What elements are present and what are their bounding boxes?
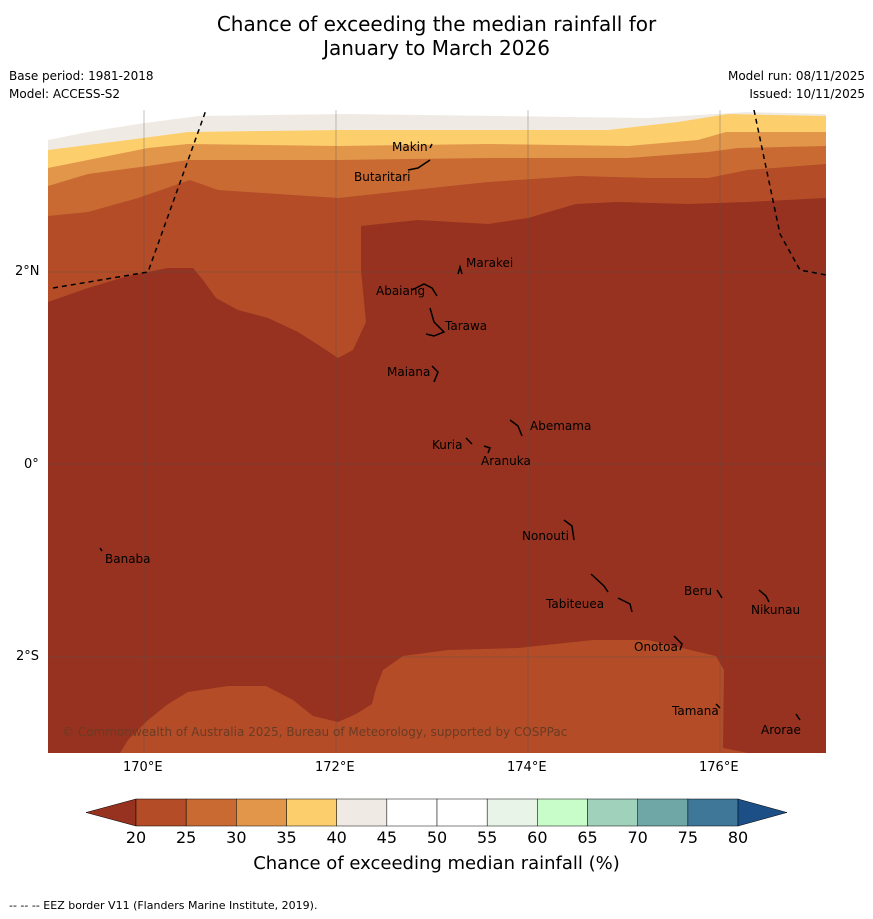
colorbar-tick-35: 35 bbox=[276, 828, 297, 847]
colorbar-arrow-high bbox=[737, 798, 788, 827]
colorbar-cell-b20_25 bbox=[135, 798, 187, 827]
label-onotoa: Onotoa bbox=[634, 640, 678, 654]
map-title: Chance of exceeding the median rainfall … bbox=[0, 12, 873, 60]
model-run: Model run: 08/11/2025 bbox=[727, 69, 865, 83]
colorbar-arrow-low bbox=[86, 798, 137, 827]
label-marakei: Marakei bbox=[466, 256, 513, 270]
colorbar-cell-b40_45 bbox=[336, 798, 388, 827]
colorbar-cell-b65_70 bbox=[587, 798, 638, 827]
label-tabiteuea: Tabiteuea bbox=[545, 597, 604, 611]
colorbar-cell-b50_55 bbox=[436, 798, 488, 827]
eez-footnote: -- -- -- EEZ border V11 (Flanders Marine… bbox=[9, 899, 318, 912]
colorbar-tick-65: 65 bbox=[577, 828, 598, 847]
colorbar-title: Chance of exceeding median rainfall (%) bbox=[253, 853, 620, 874]
label-banaba: Banaba bbox=[105, 552, 151, 566]
label-arorae: Arorae bbox=[761, 723, 801, 737]
label-beru: Beru bbox=[684, 584, 712, 598]
label-butaritari: Butaritari bbox=[354, 170, 411, 184]
lat-label-2s: 2°S bbox=[16, 649, 40, 664]
copyright-notice: © Commonwealth of Australia 2025, Bureau… bbox=[62, 725, 567, 739]
eez-border bbox=[52, 110, 826, 289]
map-title-line1: Chance of exceeding the median rainfall … bbox=[216, 12, 657, 36]
meta-right: Model run: 08/11/2025 Issued: 10/11/2025 bbox=[728, 67, 865, 103]
colorbar-tick-40: 40 bbox=[326, 828, 347, 847]
colorbar-cell-b60_65 bbox=[537, 798, 588, 827]
label-tarawa: Tarawa bbox=[444, 319, 487, 333]
meta-left: Base period: 1981-2018 Model: ACCESS-S2 bbox=[9, 67, 154, 103]
map-title-line2: January to March 2026 bbox=[323, 36, 550, 60]
colorbar-tick-75: 75 bbox=[677, 828, 699, 847]
colorbar-tick-80: 80 bbox=[727, 828, 749, 847]
colorbar-tick-45: 45 bbox=[376, 828, 398, 847]
lat-label-0: 0° bbox=[24, 457, 39, 472]
lon-label-176e: 176°E bbox=[699, 760, 739, 775]
colorbar-cell-b25_30 bbox=[185, 798, 237, 827]
colorbar bbox=[86, 798, 788, 827]
label-tamana: Tamana bbox=[671, 704, 719, 718]
label-aranuka: Aranuka bbox=[481, 454, 531, 468]
label-abaiang: Abaiang bbox=[376, 284, 425, 298]
band-below-20 bbox=[48, 198, 826, 753]
colorbar-tick-50: 50 bbox=[426, 828, 448, 847]
colorbar-tick-70: 70 bbox=[627, 828, 648, 847]
base-period: Base period: 1981-2018 bbox=[9, 69, 154, 83]
label-makin: Makin bbox=[392, 140, 428, 154]
colorbar-cell-b45_50 bbox=[386, 798, 438, 827]
lon-label-174e: 174°E bbox=[507, 760, 547, 775]
colorbar-cell-b35_40 bbox=[286, 798, 337, 827]
label-kuria: Kuria bbox=[432, 438, 463, 452]
colorbar-cell-b70_75 bbox=[637, 798, 689, 827]
island-coastlines bbox=[99, 143, 801, 721]
colorbar-cell-b75_80 bbox=[687, 798, 739, 827]
label-nikunau: Nikunau bbox=[751, 603, 800, 617]
lon-label-170e: 170°E bbox=[123, 760, 163, 775]
colorbar-tick-25: 25 bbox=[175, 828, 197, 847]
colorbar-cell-b30_35 bbox=[236, 798, 287, 827]
colorbar-tick-60: 60 bbox=[527, 828, 548, 847]
label-nonouti: Nonouti bbox=[522, 529, 569, 543]
colorbar-cells bbox=[135, 798, 739, 827]
label-abemama: Abemama bbox=[530, 419, 591, 433]
graticule bbox=[48, 110, 826, 753]
model-name: Model: ACCESS-S2 bbox=[9, 87, 121, 101]
colorbar-tick-30: 30 bbox=[226, 828, 247, 847]
colorbar-tick-20: 20 bbox=[125, 828, 147, 847]
colorbar-cell-b55_60 bbox=[486, 798, 538, 827]
issued-date: Issued: 10/11/2025 bbox=[749, 87, 865, 101]
lon-label-172e: 172°E bbox=[315, 760, 355, 775]
label-maiana: Maiana bbox=[387, 365, 430, 379]
colorbar-tick-55: 55 bbox=[477, 828, 498, 847]
lat-label-2n: 2°N bbox=[15, 264, 40, 279]
rainfall-map: Makin Butaritari Marakei Abaiang Tarawa … bbox=[48, 110, 826, 753]
